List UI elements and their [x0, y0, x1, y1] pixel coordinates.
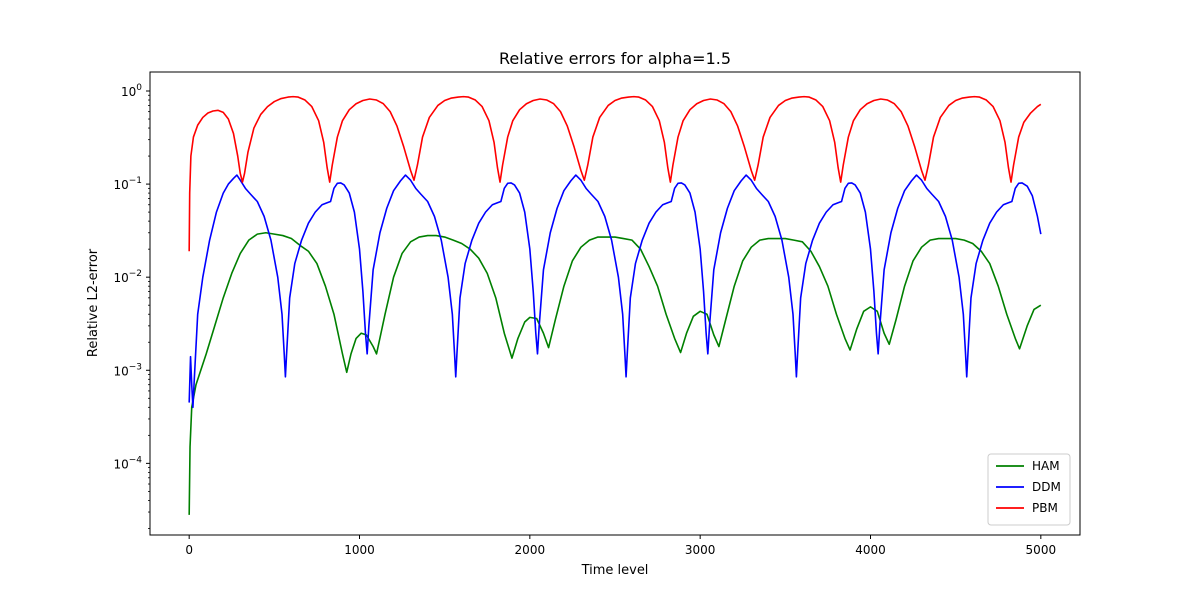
x-axis: 0 1000 2000 3000 4000 5000 [185, 535, 1056, 557]
y-tick-label: 10−3 [113, 362, 142, 378]
series-layer [188, 95, 1042, 515]
x-tick-label: 0 [185, 543, 193, 557]
chart-title: Relative errors for alpha=1.5 [499, 49, 731, 68]
series-line-pbm [188, 95, 1042, 252]
x-axis-label: Time level [581, 563, 649, 578]
y-axis: 10−4 10−3 10−2 10−1 100 [113, 83, 150, 529]
x-tick-label: 5000 [1026, 543, 1057, 557]
y-tick-label: 10−4 [113, 455, 142, 471]
legend-label-ham: HAM [1032, 459, 1060, 473]
legend-label-ddm: DDM [1032, 480, 1061, 494]
y-tick-label: 10−1 [113, 176, 142, 192]
y-axis-label: Relative L2-error [86, 248, 101, 357]
plot-area-frame [149, 71, 1081, 536]
y-tick-label: 10−2 [113, 269, 142, 285]
legend-label-pbm: PBM [1032, 501, 1058, 515]
x-tick-label: 3000 [685, 543, 716, 557]
x-tick-label: 2000 [515, 543, 546, 557]
series-line-ddm [188, 174, 1042, 409]
series-line-ham [188, 231, 1042, 515]
legend: HAM DDM PBM [987, 453, 1071, 526]
y-tick-label: 100 [121, 83, 142, 99]
x-tick-label: 1000 [344, 543, 375, 557]
x-tick-label: 4000 [855, 543, 886, 557]
